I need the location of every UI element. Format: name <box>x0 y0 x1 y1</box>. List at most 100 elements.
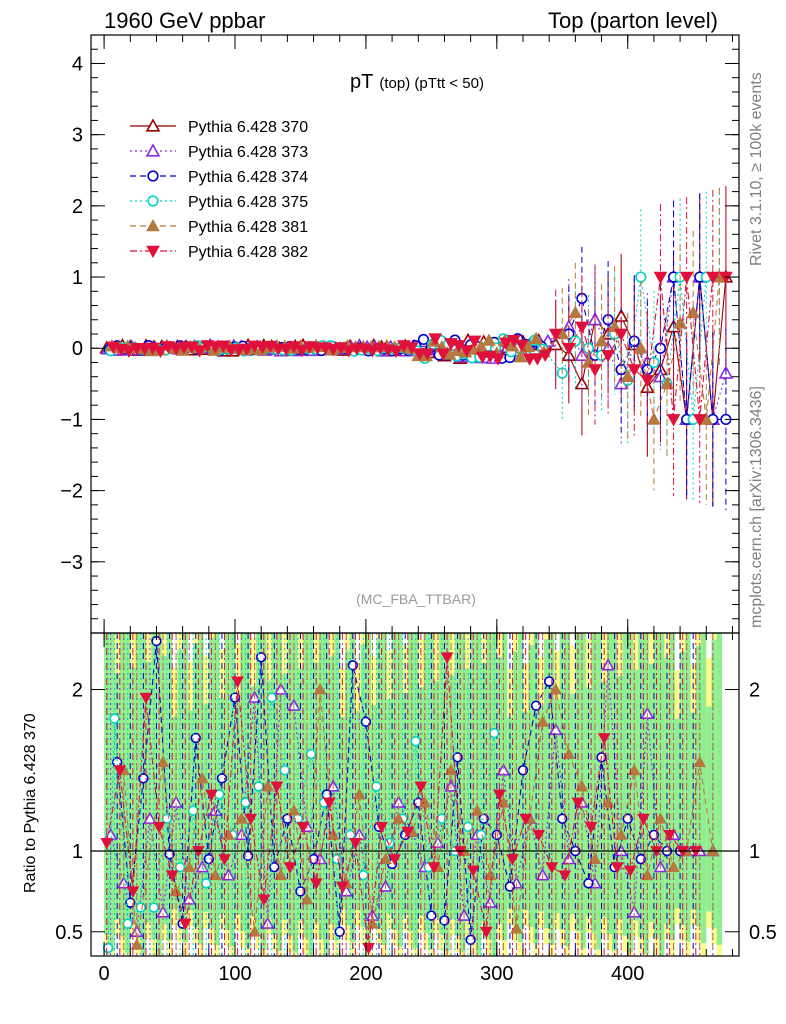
ratio-point <box>148 902 160 913</box>
band-inner <box>339 717 345 909</box>
data-point <box>521 339 536 353</box>
ytick-label: −2 <box>60 481 83 503</box>
band-inner <box>177 649 183 926</box>
data-point <box>574 376 590 390</box>
data-point <box>499 337 513 351</box>
band-inner <box>591 633 597 933</box>
band-inner <box>407 633 414 932</box>
ratio-point <box>549 682 563 695</box>
chart-title: pT (top) (pTtt < 50) <box>350 71 484 93</box>
ytick-label: 3 <box>72 125 83 147</box>
ratio-point <box>152 821 166 834</box>
band-inner <box>716 633 722 945</box>
ratio-point <box>313 682 327 695</box>
data-point <box>137 343 152 356</box>
data-point <box>420 348 435 361</box>
band-inner <box>538 705 544 912</box>
data-point <box>673 316 687 329</box>
ratio-point <box>109 713 120 724</box>
band-inner <box>612 633 618 951</box>
data-point <box>192 345 207 358</box>
band-inner <box>606 633 613 935</box>
band-inner <box>659 633 665 956</box>
band-inner <box>575 633 581 932</box>
band-inner <box>596 633 602 950</box>
band-inner <box>695 645 702 927</box>
ratio-point <box>182 860 196 873</box>
ratio-point <box>475 829 487 841</box>
data-point <box>208 341 223 354</box>
xtick-label: 100 <box>218 963 251 985</box>
band-inner <box>276 633 283 952</box>
band-inner <box>371 705 377 912</box>
ratio-point <box>536 715 549 727</box>
band-inner <box>135 633 141 938</box>
data-point <box>653 271 668 285</box>
data-point <box>428 333 443 346</box>
ratio-point <box>371 781 382 792</box>
data-point <box>342 345 356 358</box>
data-point <box>620 369 635 383</box>
data-point <box>705 271 720 285</box>
ratio-point <box>584 821 598 834</box>
ratio-point <box>627 763 641 776</box>
ratio-point <box>244 813 258 826</box>
ratio-point <box>663 829 676 842</box>
data-point <box>529 331 543 345</box>
band-inner <box>475 633 482 955</box>
ratio-ytick-label: 1 <box>72 841 83 863</box>
data-point <box>467 335 482 348</box>
ratio-point <box>178 918 192 931</box>
ratio-point <box>375 821 388 834</box>
ratio-point <box>610 862 624 874</box>
data-point <box>474 339 488 352</box>
ratio-point <box>349 838 362 850</box>
ratio-point <box>479 926 493 939</box>
band-inner <box>632 669 639 921</box>
band-inner <box>559 633 565 930</box>
band-inner <box>622 633 628 936</box>
data-point <box>491 353 505 366</box>
band-inner <box>512 651 518 926</box>
data-point <box>475 351 490 364</box>
ratio-point <box>519 813 532 826</box>
data-point <box>436 348 450 361</box>
band-inner <box>669 633 675 941</box>
band-inner <box>214 633 220 946</box>
ratio-point <box>497 796 510 808</box>
axis-ticks: 4 3 2 1 0 −1 −2 −3 2 2 1 1 0.5 0.5 0 100 200 300 400 <box>55 35 777 985</box>
legend-marker <box>146 245 160 259</box>
ratio-point <box>283 862 297 874</box>
ratio-point <box>483 868 497 881</box>
data-point <box>575 321 589 334</box>
band-inner <box>344 650 351 926</box>
data-point <box>679 271 694 285</box>
ratio-point <box>130 938 144 950</box>
data-point <box>594 334 609 347</box>
ratio-point <box>418 796 432 808</box>
band-inner <box>386 699 393 914</box>
legend-marker <box>145 118 161 132</box>
data-point <box>666 414 681 427</box>
ratio-point <box>597 733 611 745</box>
ratio-point <box>296 821 310 834</box>
data-point <box>450 343 465 357</box>
band-inner <box>303 633 309 938</box>
ratio-point <box>510 922 523 934</box>
ratio-ytick-label: 0.5 <box>55 922 83 944</box>
xtick-label: 300 <box>480 963 513 985</box>
ratio-point <box>102 942 114 954</box>
data-point <box>417 333 430 346</box>
legend-label: Pythia 6.428 374 <box>188 169 308 186</box>
band-inner <box>397 633 403 947</box>
ratio-point <box>240 797 251 808</box>
ratio-point <box>493 789 506 802</box>
legend-marker <box>146 218 160 232</box>
data-point <box>169 343 183 356</box>
ratio-point <box>309 878 323 890</box>
ratio-point <box>205 789 218 802</box>
legend-marker <box>147 195 159 207</box>
data-point <box>692 414 707 427</box>
band-inner <box>261 633 267 950</box>
band-inner <box>674 718 681 909</box>
